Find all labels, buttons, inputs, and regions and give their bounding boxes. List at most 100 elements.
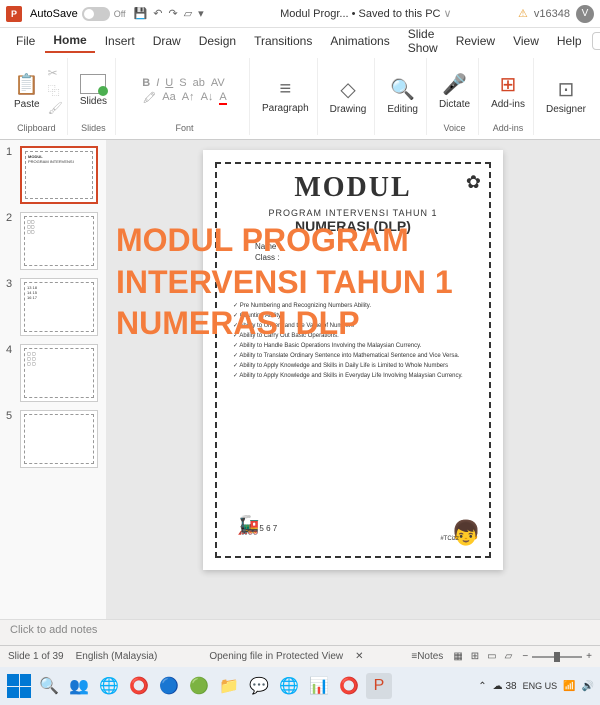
explorer-icon[interactable]: 📁	[216, 673, 242, 699]
sorter-view-icon[interactable]: ⊞	[469, 649, 481, 664]
language-tray[interactable]: ENG US	[523, 682, 558, 691]
undo-icon[interactable]: ↶	[153, 7, 162, 20]
ribbon-addins: ⊞Add-ins Add-ins	[483, 58, 534, 135]
italic-button[interactable]: I	[156, 77, 159, 89]
reading-view-icon[interactable]: ▭	[485, 649, 498, 664]
notes-button[interactable]: ≡Notes	[411, 651, 443, 662]
tab-animations[interactable]: Animations	[322, 30, 397, 52]
toggle-switch[interactable]	[82, 7, 110, 21]
font-color-button[interactable]: A	[219, 91, 226, 104]
cut-icon: ✂	[48, 66, 63, 80]
zoom-in-icon[interactable]: +	[586, 651, 592, 662]
edge-icon[interactable]: 🌐	[96, 673, 122, 699]
font-case-button[interactable]: Aa	[162, 91, 175, 104]
ribbon-designer: ⊡Designer	[538, 58, 594, 135]
paragraph-button[interactable]: ≡Paragraph	[258, 74, 313, 118]
powerpoint-app-icon[interactable]: P	[6, 6, 22, 22]
slide-canvas[interactable]: ✿ MODUL PROGRAM INTERVENSI TAHUN 1 NUMER…	[106, 140, 600, 619]
volume-icon[interactable]: 🔊	[582, 681, 594, 692]
protected-view: Opening file in Protected View	[209, 651, 343, 662]
paste-button[interactable]: 📋Paste	[10, 68, 44, 114]
flower-decoration: ✿	[466, 172, 481, 193]
save-icon[interactable]: 💾	[134, 7, 148, 20]
tab-help[interactable]: Help	[549, 30, 590, 52]
tab-slideshow[interactable]: Slide Show	[400, 23, 446, 59]
temp-indicator[interactable]: ☁ 38	[493, 681, 517, 692]
document-title: Modul Progr... • Saved to this PC ∨	[214, 7, 518, 20]
alert-icon[interactable]: ⚠	[518, 7, 528, 20]
thumbnail-4[interactable]: 4▢ ▢▢ ▢▢ ▢	[6, 344, 100, 402]
shadow-button[interactable]: ab	[193, 77, 205, 89]
underline-button[interactable]: U	[165, 77, 173, 89]
start-button[interactable]	[6, 673, 32, 699]
character-decoration: 👦	[451, 519, 481, 548]
strikethrough-button[interactable]: S	[179, 77, 186, 89]
tab-draw[interactable]: Draw	[145, 30, 189, 52]
dictate-button[interactable]: 🎤Dictate	[435, 68, 474, 114]
spacing-button[interactable]: AV	[211, 77, 225, 89]
ribbon-drawing: ◇Drawing	[322, 58, 376, 135]
ribbon-editing: 🔍Editing	[379, 58, 427, 135]
slideshow-view-icon[interactable]: ▱	[503, 649, 515, 664]
normal-view-icon[interactable]: ▦	[451, 649, 464, 664]
slides-button[interactable]: Slides	[76, 70, 111, 111]
qat-dropdown-icon[interactable]: ▾	[198, 7, 204, 20]
close-protected-icon[interactable]: ✕	[355, 651, 363, 662]
ribbon-paragraph: ≡Paragraph	[254, 58, 318, 135]
slideshow-icon[interactable]: ▱	[184, 7, 192, 20]
tray-chevron-icon[interactable]: ⌃	[478, 681, 486, 692]
thumbnail-1[interactable]: 1MODULPROGRAM INTERVENSI	[6, 146, 100, 204]
tab-file[interactable]: File	[8, 30, 43, 52]
ribbon-clipboard: 📋Paste ✂ ⿻ 🖌 Clipboard	[6, 58, 68, 135]
app-icon-6[interactable]: ⭕	[336, 673, 362, 699]
record-button[interactable]: Record	[592, 32, 600, 50]
tab-insert[interactable]: Insert	[97, 30, 143, 52]
slide-counter[interactable]: Slide 1 of 39	[8, 651, 64, 662]
app-icon-1[interactable]: 🔵	[156, 673, 182, 699]
drawing-button[interactable]: ◇Drawing	[326, 73, 371, 119]
powerpoint-taskbar-icon[interactable]: P	[366, 673, 392, 699]
zoom-slider[interactable]	[532, 656, 582, 658]
zoom-control[interactable]: − +	[522, 651, 592, 662]
chrome-icon[interactable]: ⭕	[126, 673, 152, 699]
redo-icon[interactable]: ↷	[168, 7, 177, 20]
autosave-label: AutoSave	[30, 8, 78, 20]
copy-icon: ⿻	[48, 82, 63, 99]
teams-icon[interactable]: 👥	[66, 673, 92, 699]
tab-home[interactable]: Home	[45, 29, 94, 53]
user-avatar[interactable]: V	[576, 5, 594, 23]
notes-pane[interactable]: Click to add notes	[0, 619, 600, 645]
designer-button[interactable]: ⊡Designer	[542, 73, 590, 119]
font-decrease-button[interactable]: A↓	[201, 91, 214, 104]
autosave-state: Off	[114, 9, 126, 19]
tab-transitions[interactable]: Transitions	[246, 30, 320, 52]
zoom-out-icon[interactable]: −	[522, 651, 528, 662]
highlight-button[interactable]: 🖍	[142, 91, 156, 104]
addins-button[interactable]: ⊞Add-ins	[487, 68, 529, 114]
language-indicator[interactable]: English (Malaysia)	[76, 651, 158, 662]
font-increase-button[interactable]: A↑	[182, 91, 195, 104]
bold-button[interactable]: B	[142, 77, 150, 89]
windows-taskbar: 🔍 👥 🌐 ⭕ 🔵 🟢 📁 💬 🌐 📊 ⭕ P ⌃ ☁ 38 ENG US 📶 …	[0, 667, 600, 705]
user-id: v16348	[534, 8, 570, 20]
search-icon[interactable]: 🔍	[36, 673, 62, 699]
tab-design[interactable]: Design	[191, 30, 244, 52]
hashtag: #TCizz	[440, 536, 459, 542]
slide-thumbnails[interactable]: 1MODULPROGRAM INTERVENSI 2▢▢▢▢▢▢ 313 181…	[0, 140, 106, 619]
ribbon: 📋Paste ✂ ⿻ 🖌 Clipboard Slides Slides B I…	[0, 54, 600, 140]
thumbnail-5[interactable]: 5	[6, 410, 100, 468]
ribbon-tabs: File Home Insert Draw Design Transitions…	[0, 28, 600, 54]
app-icon-2[interactable]: 🟢	[186, 673, 212, 699]
editing-button[interactable]: 🔍Editing	[383, 73, 422, 119]
slide-title: MODUL	[225, 172, 481, 204]
tab-review[interactable]: Review	[448, 30, 503, 52]
app-icon-4[interactable]: 🌐	[276, 673, 302, 699]
tab-view[interactable]: View	[505, 30, 547, 52]
app-icon-3[interactable]: 💬	[246, 673, 272, 699]
slide-subtitle1: PROGRAM INTERVENSI TAHUN 1	[225, 208, 481, 218]
autosave-toggle[interactable]: AutoSave Off	[30, 7, 126, 21]
watermark-overlay: MODUL PROGRAM INTERVENSI TAHUN 1 NUMERAS…	[76, 220, 600, 345]
wifi-icon[interactable]: 📶	[563, 681, 575, 692]
slide-content[interactable]: ✿ MODUL PROGRAM INTERVENSI TAHUN 1 NUMER…	[203, 150, 503, 570]
app-icon-5[interactable]: 📊	[306, 673, 332, 699]
